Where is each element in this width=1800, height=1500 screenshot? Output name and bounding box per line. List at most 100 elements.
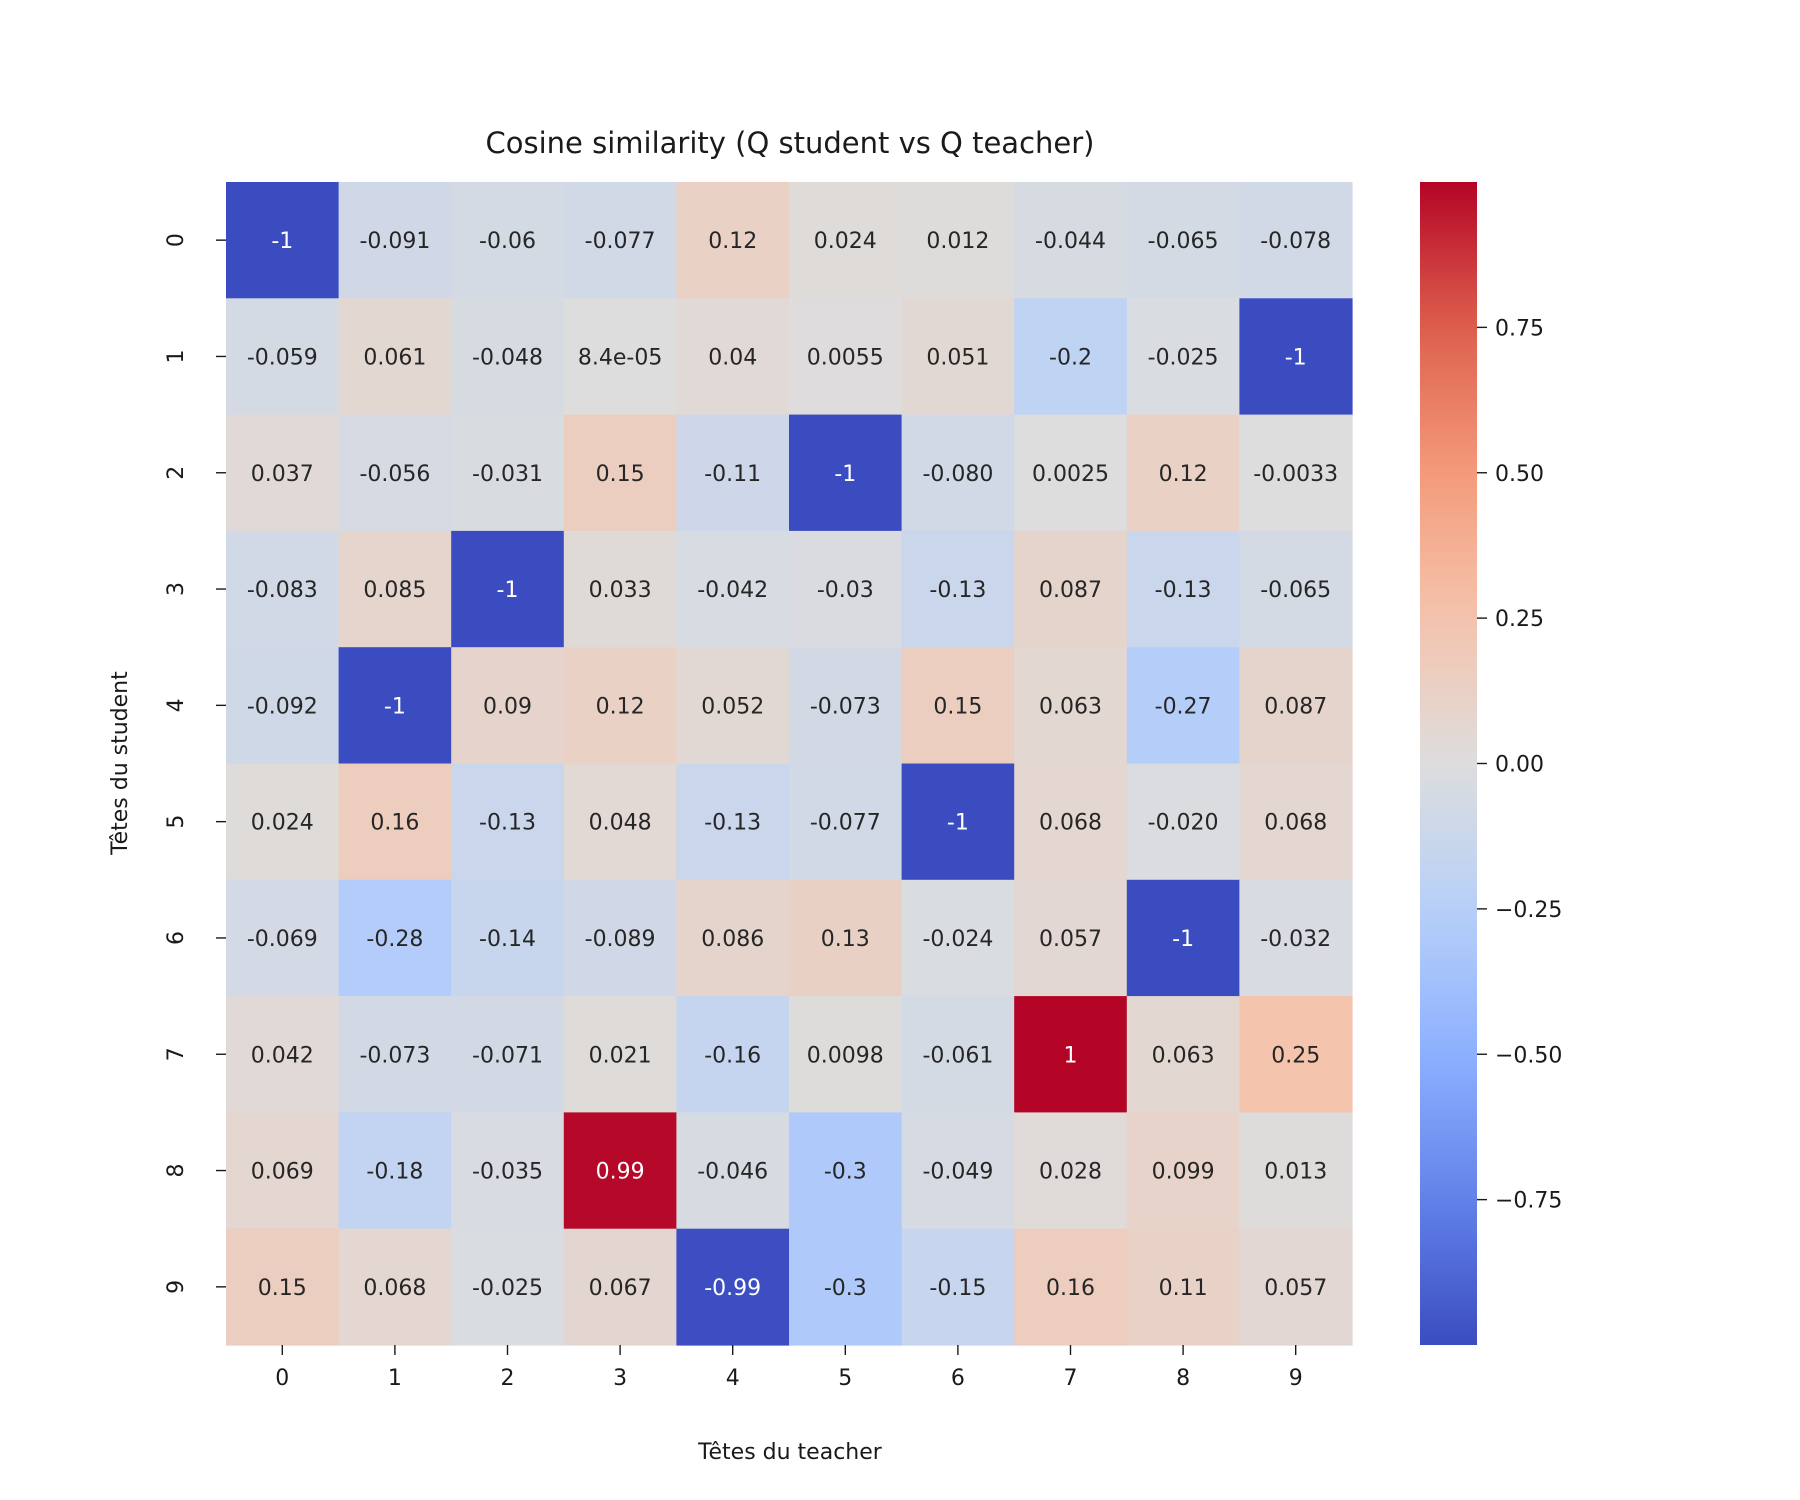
heatmap-cell-label: 0.0055	[807, 345, 884, 370]
y-tick-label: 6	[164, 931, 189, 945]
heatmap-cell	[338, 1228, 452, 1346]
heatmap-cell	[901, 1112, 1015, 1230]
x-tick-label: 9	[1289, 1366, 1303, 1391]
heatmap-cell	[451, 530, 565, 648]
heatmap-cell	[1014, 530, 1128, 648]
y-tick-label: 9	[164, 1280, 189, 1294]
heatmap-cell	[1239, 1228, 1353, 1346]
heatmap-cell-label: -0.049	[922, 1160, 993, 1185]
x-tick-label: 2	[501, 1366, 515, 1391]
heatmap-cell	[789, 414, 903, 532]
heatmap-cell-label: -1	[947, 811, 969, 836]
heatmap-cell	[226, 763, 340, 881]
heatmap-cell	[789, 996, 903, 1113]
heatmap-cell-label: -0.3	[824, 1160, 867, 1185]
heatmap-cell	[226, 996, 340, 1113]
x-axis-label: Têtes du teacher	[697, 1440, 883, 1465]
heatmap-cell	[563, 647, 677, 765]
heatmap-cell-label: 0.051	[926, 345, 989, 370]
heatmap-cell-label: 0.0098	[807, 1043, 884, 1068]
colorbar-tick-label: 0.00	[1495, 753, 1544, 778]
heatmap-cell	[1126, 647, 1240, 765]
y-tick-label: 5	[164, 815, 189, 829]
heatmap-cell	[1014, 879, 1128, 997]
x-axis-ticks: 0 1 2 3 4 5 6 7 8 9	[275, 1345, 1303, 1391]
heatmap-cell	[451, 1228, 565, 1346]
heatmap-cell	[1239, 1112, 1353, 1230]
heatmap-cell-label: -0.99	[704, 1276, 761, 1301]
heatmap-cell-label: 0.052	[701, 694, 764, 719]
heatmap-cell	[1239, 182, 1353, 299]
heatmap-cell	[1014, 298, 1128, 416]
heatmap-cell-label: 0.087	[1039, 578, 1102, 603]
heatmap-cell	[563, 996, 677, 1113]
heatmap-cell-label: 0.048	[589, 811, 652, 836]
heatmap-cell	[901, 1228, 1015, 1346]
heatmap-cell	[338, 298, 452, 416]
heatmap-cell-label: -0.2	[1049, 345, 1092, 370]
heatmap-cell	[789, 530, 903, 648]
heatmap-cell-label: 0.087	[1264, 694, 1327, 719]
heatmap-cell-label: 0.085	[363, 578, 426, 603]
heatmap-cell	[338, 530, 452, 648]
heatmap-cell	[451, 182, 565, 299]
heatmap-cell-label: 0.037	[251, 462, 314, 487]
heatmap-cell	[676, 1112, 790, 1230]
heatmap-cell	[1126, 530, 1240, 648]
heatmap-cell	[226, 530, 340, 648]
heatmap-cell-label: -0.073	[810, 694, 881, 719]
heatmap-cell	[226, 879, 340, 997]
heatmap-cell	[226, 298, 340, 416]
heatmap-cell-label: 0.024	[251, 811, 314, 836]
heatmap-cell	[1239, 647, 1353, 765]
heatmap-cell	[451, 414, 565, 532]
heatmap-cell	[338, 996, 452, 1113]
heatmap-cell	[901, 647, 1015, 765]
heatmap-cell-label: 0.12	[1159, 462, 1208, 487]
heatmap-cell-label: -0.13	[1155, 578, 1212, 603]
heatmap-cell	[1239, 530, 1353, 648]
heatmap-cell-label: -1	[384, 694, 406, 719]
heatmap-cell	[676, 879, 790, 997]
heatmap-cell	[338, 647, 452, 765]
y-tick-label: 0	[164, 233, 189, 247]
heatmap-cell-label: 0.12	[596, 694, 645, 719]
heatmap-cell-label: -0.092	[247, 694, 318, 719]
heatmap-cell-label: 0.15	[596, 462, 645, 487]
colorbar-tick-label: 0.25	[1495, 607, 1544, 632]
heatmap-cell-label: 0.09	[483, 694, 532, 719]
heatmap-cell	[563, 1228, 677, 1346]
x-tick-label: 4	[726, 1366, 740, 1391]
heatmap-cells	[226, 182, 1353, 1346]
heatmap-cell-label: -0.046	[697, 1160, 768, 1185]
heatmap-cell-label: 0.063	[1152, 1043, 1215, 1068]
heatmap-cell-label: -0.056	[359, 462, 430, 487]
heatmap-cell-label: -0.044	[1035, 229, 1106, 254]
heatmap-cell-label: -0.059	[247, 345, 318, 370]
heatmap-cell	[1014, 763, 1128, 881]
y-tick-label: 3	[164, 582, 189, 596]
heatmap-cell-label: -0.091	[359, 229, 430, 254]
heatmap-cell-label: -0.083	[247, 578, 318, 603]
heatmap-cell-label: -1	[1172, 927, 1194, 952]
heatmap-cell	[226, 1112, 340, 1230]
heatmap-cell	[338, 414, 452, 532]
heatmap-cell-label: -0.080	[922, 462, 993, 487]
heatmap-cell	[676, 530, 790, 648]
heatmap-cell-label: 0.04	[708, 345, 757, 370]
heatmap-cell	[789, 879, 903, 997]
colorbar-tick-label: 0.75	[1495, 316, 1544, 341]
heatmap-cell-label: -1	[271, 229, 293, 254]
heatmap-cell	[338, 879, 452, 997]
heatmap-cell	[1126, 763, 1240, 881]
heatmap-cell	[1126, 182, 1240, 299]
heatmap-cell	[1014, 1112, 1128, 1230]
heatmap-cell-label: 8.4e-05	[578, 345, 662, 370]
heatmap-cell	[451, 298, 565, 416]
colorbar-tick-label: −0.25	[1495, 898, 1562, 923]
heatmap-cell-label: 0.25	[1271, 1043, 1320, 1068]
heatmap-cell	[451, 763, 565, 881]
heatmap-cell	[1014, 647, 1128, 765]
heatmap-cell-label: 0.11	[1159, 1276, 1208, 1301]
